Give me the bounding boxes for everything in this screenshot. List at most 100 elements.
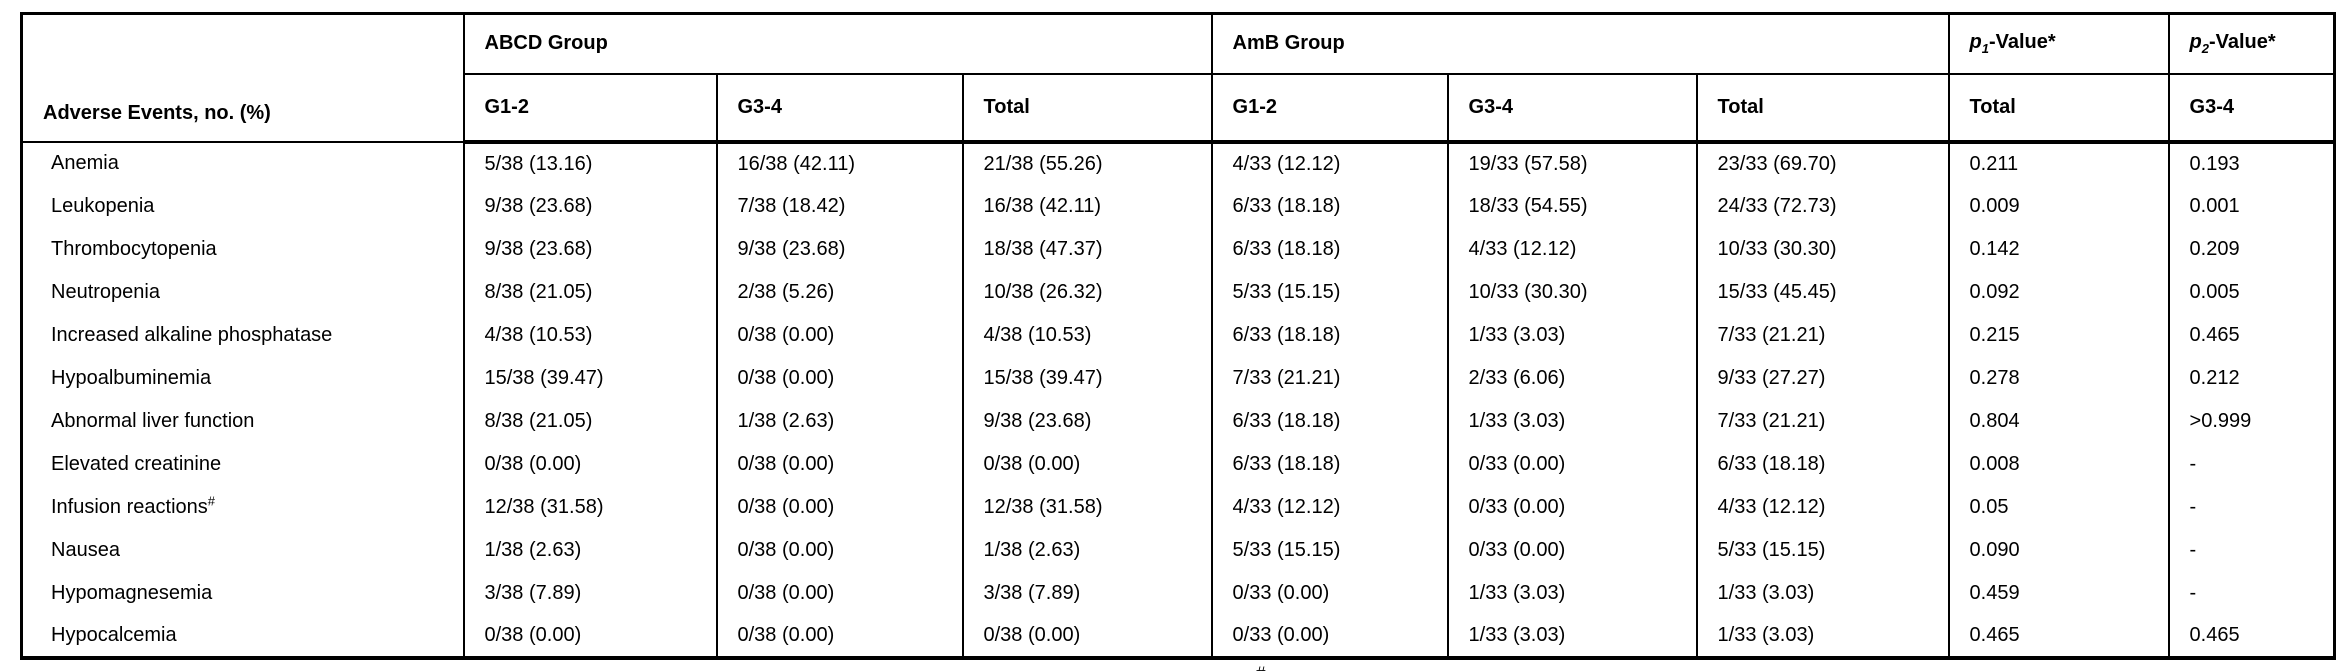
value-cell: 5/33 (15.15) xyxy=(1695,528,1950,572)
value-cell: 0/38 (0.00) xyxy=(462,442,718,486)
p1-total-header: Total xyxy=(1947,73,2170,144)
adverse-event-name: Hypocalcemia xyxy=(20,614,465,658)
table-row: Thrombocytopenia 9/38 (23.68) 9/38 (23.68)… xyxy=(20,227,2336,271)
value-cell: 2/38 (5.26) xyxy=(715,270,964,314)
adverse-event-name: Infusion reactions# xyxy=(20,485,465,529)
amb-g34-header: G3-4 xyxy=(1446,73,1698,144)
value-cell: 1/33 (3.03) xyxy=(1446,399,1698,443)
table-row: Leukopenia 9/38 (23.68) 7/38 (18.42) 16/38 … xyxy=(20,184,2336,228)
table-row: Hypocalcemia 0/38 (0.00) 0/38 (0.00) 0/38 (… xyxy=(20,614,2336,658)
value-cell: 16/38 (42.11) xyxy=(715,141,964,185)
value-cell: 0.209 xyxy=(2167,227,2336,271)
value-cell: 4/33 (12.12) xyxy=(1446,227,1698,271)
table-row: Hypoalbuminemia 15/38 (39.47) 0/38 (0.00) 1… xyxy=(20,356,2336,400)
value-cell: 0.215 xyxy=(1947,313,2170,357)
table-row: Hypomagnesemia 3/38 (7.89) 0/38 (0.00) 3/38… xyxy=(20,571,2336,615)
adverse-event-name: Neutropenia xyxy=(20,270,465,314)
value-cell: 6/33 (18.18) xyxy=(1210,184,1449,228)
value-cell: 15/38 (39.47) xyxy=(961,356,1213,400)
value-cell: 5/38 (13.16) xyxy=(462,141,718,185)
value-cell: 12/38 (31.58) xyxy=(961,485,1213,529)
value-cell: 0/38 (0.00) xyxy=(961,614,1213,658)
value-cell: 18/38 (47.37) xyxy=(961,227,1213,271)
value-cell: 1/33 (3.03) xyxy=(1446,614,1698,658)
value-cell: 0/38 (0.00) xyxy=(715,614,964,658)
value-cell: 4/38 (10.53) xyxy=(961,313,1213,357)
value-cell: 0.193 xyxy=(2167,141,2336,185)
value-cell: 0.278 xyxy=(1947,356,2170,400)
value-cell: 9/33 (27.27) xyxy=(1695,356,1950,400)
value-cell: - xyxy=(2167,571,2336,615)
p1-value-header: p1-Value* xyxy=(1947,13,2170,75)
value-cell: 0/38 (0.00) xyxy=(715,356,964,400)
value-cell: 6/33 (18.18) xyxy=(1695,442,1950,486)
value-cell: 6/33 (18.18) xyxy=(1210,313,1449,357)
value-cell: 10/33 (30.30) xyxy=(1695,227,1950,271)
value-cell: 0.090 xyxy=(1947,528,2170,572)
table-header: Adverse Events, no. (%) ABCD Group AmB G… xyxy=(20,13,2336,144)
p2-suffix: -Value* xyxy=(2208,31,2276,54)
value-cell: 1/33 (3.03) xyxy=(1446,571,1698,615)
event-footnote-marker: # xyxy=(207,492,215,508)
value-cell: 1/38 (2.63) xyxy=(961,528,1213,572)
sub-header-row: G1-2 G3-4 Total G1-2 G3-4 Total Total G3… xyxy=(22,73,2336,144)
value-cell: 3/38 (7.89) xyxy=(961,571,1213,615)
value-cell: 0/38 (0.00) xyxy=(715,442,964,486)
table-row: Neutropenia 8/38 (21.05) 2/38 (5.26) 10/38 … xyxy=(20,270,2336,314)
value-cell: 7/33 (21.21) xyxy=(1695,399,1950,443)
value-cell: 6/33 (18.18) xyxy=(1210,399,1449,443)
amb-g12-header: G1-2 xyxy=(1210,73,1449,144)
adverse-event-name: Elevated creatinine xyxy=(20,442,465,486)
p2-value-header: p2-Value* xyxy=(2167,13,2336,75)
amb-group-header: AmB Group xyxy=(1210,13,1950,75)
value-cell: 1/33 (3.03) xyxy=(1695,614,1950,658)
table-row: Increased alkaline phosphatase 4/38 (10.5… xyxy=(20,313,2336,357)
p1-subscript: 1 xyxy=(1981,41,1989,57)
value-cell: 0/38 (0.00) xyxy=(961,442,1213,486)
value-cell: 8/38 (21.05) xyxy=(462,270,718,314)
value-cell: 15/33 (45.45) xyxy=(1695,270,1950,314)
table-body: Anemia 5/38 (13.16) 16/38 (42.11) 21/38 (55… xyxy=(20,141,2336,658)
amb-total-header: Total xyxy=(1695,73,1950,144)
p1-symbol: p xyxy=(1969,31,1982,54)
value-cell: 12/38 (31.58) xyxy=(462,485,718,529)
adverse-event-name: Increased alkaline phosphatase xyxy=(20,313,465,357)
value-cell: 0.009 xyxy=(1947,184,2170,228)
value-cell: 0.092 xyxy=(1947,270,2170,314)
value-cell: 7/33 (21.21) xyxy=(1695,313,1950,357)
adverse-event-name: Hypoalbuminemia xyxy=(20,356,465,400)
value-cell: 0.804 xyxy=(1947,399,2170,443)
table-row: Nausea 1/38 (2.63) 0/38 (0.00) 1/38 (2.63) 5… xyxy=(20,528,2336,572)
value-cell: 0.212 xyxy=(2167,356,2336,400)
value-cell: 1/38 (2.63) xyxy=(715,399,964,443)
value-cell: 9/38 (23.68) xyxy=(715,227,964,271)
value-cell: 0/38 (0.00) xyxy=(462,614,718,658)
value-cell: 21/38 (55.26) xyxy=(961,141,1213,185)
value-cell: 0/38 (0.00) xyxy=(715,571,964,615)
table-row: Infusion reactions# 12/38 (31.58) 0/38 (0.… xyxy=(20,485,2336,529)
adverse-event-name: Leukopenia xyxy=(20,184,465,228)
value-cell: 4/33 (12.12) xyxy=(1695,485,1950,529)
value-cell: 8/38 (21.05) xyxy=(462,399,718,443)
value-cell: 0.459 xyxy=(1947,571,2170,615)
value-cell: 19/33 (57.58) xyxy=(1446,141,1698,185)
p1-suffix: -Value* xyxy=(1988,31,2056,54)
adverse-event-name: Abnormal liver function xyxy=(20,399,465,443)
p2-g34-header: G3-4 xyxy=(2167,73,2336,144)
value-cell: 1/33 (3.03) xyxy=(1695,571,1950,615)
adverse-event-name: Anemia xyxy=(20,141,465,185)
value-cell: 6/33 (18.18) xyxy=(1210,227,1449,271)
table-row: Elevated creatinine 0/38 (0.00) 0/38 (0.00… xyxy=(20,442,2336,486)
value-cell: 0/33 (0.00) xyxy=(1210,614,1449,658)
value-cell: 9/38 (23.68) xyxy=(961,399,1213,443)
value-cell: 10/38 (26.32) xyxy=(961,270,1213,314)
p2-symbol: p xyxy=(2189,31,2202,54)
value-cell: 0.005 xyxy=(2167,270,2336,314)
value-cell: - xyxy=(2167,485,2336,529)
value-cell: 7/33 (21.21) xyxy=(1210,356,1449,400)
abcd-g12-header: G1-2 xyxy=(462,73,718,144)
value-cell: 9/38 (23.68) xyxy=(462,184,718,228)
value-cell: - xyxy=(2167,528,2336,572)
adverse-event-name: Hypomagnesemia xyxy=(20,571,465,615)
value-cell: 18/33 (54.55) xyxy=(1446,184,1698,228)
